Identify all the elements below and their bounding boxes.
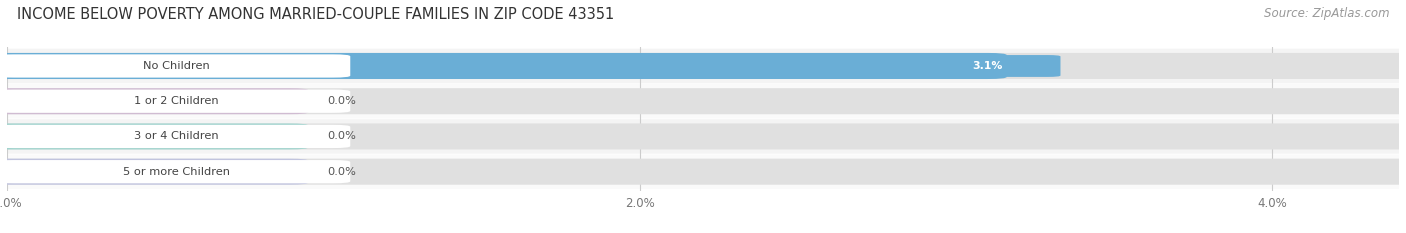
FancyBboxPatch shape <box>0 160 350 183</box>
FancyBboxPatch shape <box>0 125 350 148</box>
Text: 5 or more Children: 5 or more Children <box>122 167 229 177</box>
FancyBboxPatch shape <box>0 53 1007 79</box>
FancyBboxPatch shape <box>0 123 308 150</box>
FancyBboxPatch shape <box>0 159 1406 185</box>
FancyBboxPatch shape <box>7 84 1399 118</box>
Text: 0.0%: 0.0% <box>328 131 356 141</box>
FancyBboxPatch shape <box>0 89 350 113</box>
Text: INCOME BELOW POVERTY AMONG MARRIED-COUPLE FAMILIES IN ZIP CODE 43351: INCOME BELOW POVERTY AMONG MARRIED-COUPL… <box>17 7 614 22</box>
Text: No Children: No Children <box>143 61 209 71</box>
FancyBboxPatch shape <box>0 123 1406 150</box>
Text: 0.0%: 0.0% <box>328 96 356 106</box>
Text: Source: ZipAtlas.com: Source: ZipAtlas.com <box>1264 7 1389 20</box>
Text: 3 or 4 Children: 3 or 4 Children <box>134 131 218 141</box>
FancyBboxPatch shape <box>896 55 1060 77</box>
FancyBboxPatch shape <box>7 49 1399 83</box>
Text: 3.1%: 3.1% <box>973 61 1002 71</box>
FancyBboxPatch shape <box>0 159 308 185</box>
FancyBboxPatch shape <box>7 119 1399 154</box>
FancyBboxPatch shape <box>0 53 1406 79</box>
Text: 0.0%: 0.0% <box>328 167 356 177</box>
Text: 1 or 2 Children: 1 or 2 Children <box>134 96 218 106</box>
FancyBboxPatch shape <box>0 88 1406 114</box>
FancyBboxPatch shape <box>0 88 308 114</box>
FancyBboxPatch shape <box>7 154 1399 189</box>
FancyBboxPatch shape <box>0 54 350 78</box>
